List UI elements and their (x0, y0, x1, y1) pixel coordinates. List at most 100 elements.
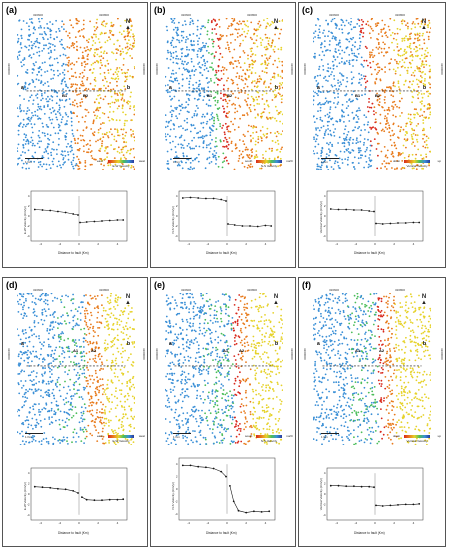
velocity-point (242, 156, 245, 158)
velocity-point (48, 345, 50, 348)
velocity-point (249, 134, 252, 137)
velocity-point (17, 34, 19, 36)
velocity-point (423, 129, 425, 131)
velocity-point (86, 143, 89, 145)
velocity-point (338, 85, 341, 87)
velocity-point (48, 389, 50, 392)
velocity-point (82, 145, 85, 147)
velocity-point (321, 85, 324, 88)
velocity-point (214, 20, 217, 22)
velocity-point (108, 400, 111, 403)
velocity-point (322, 65, 324, 67)
velocity-point (280, 83, 283, 86)
velocity-point (427, 107, 429, 109)
velocity-point (387, 106, 390, 109)
velocity-point (368, 157, 370, 159)
velocity-point (97, 109, 100, 112)
velocity-point (360, 154, 362, 157)
velocity-point (36, 115, 39, 117)
fault-label-2: B2 (227, 93, 233, 98)
velocity-point (190, 123, 193, 126)
velocity-point (213, 122, 215, 125)
velocity-point (86, 58, 89, 60)
velocity-point (58, 418, 61, 421)
velocity-point (107, 135, 109, 137)
velocity-point (104, 95, 107, 98)
velocity-point (415, 78, 418, 81)
velocity-point (59, 54, 62, 57)
velocity-point (87, 53, 90, 56)
velocity-point (46, 328, 49, 330)
velocity-point (49, 367, 51, 370)
velocity-point (65, 83, 67, 86)
velocity-point (121, 48, 124, 50)
velocity-point (185, 36, 188, 38)
velocity-point (407, 25, 409, 28)
velocity-point (176, 62, 179, 65)
legend-colorbar (404, 160, 430, 163)
velocity-point (392, 122, 395, 125)
velocity-point (376, 24, 379, 27)
velocity-point (27, 49, 30, 51)
velocity-point (71, 409, 73, 411)
velocity-point (182, 127, 184, 130)
velocity-point (375, 63, 378, 66)
velocity-point (107, 419, 110, 422)
velocity-point (324, 75, 327, 78)
velocity-point (114, 299, 117, 302)
velocity-point (39, 163, 42, 166)
velocity-point (20, 351, 23, 353)
y-tick-label: -4 (27, 513, 30, 517)
velocity-point (41, 93, 43, 95)
velocity-point (30, 371, 33, 373)
velocity-point (368, 163, 370, 166)
velocity-point (182, 293, 184, 296)
coord-left: 3260000 (7, 348, 11, 360)
velocity-point (227, 77, 229, 80)
velocity-point (172, 56, 175, 59)
velocity-point (374, 118, 377, 121)
velocity-point (251, 151, 253, 154)
velocity-point (32, 370, 35, 372)
velocity-point (205, 347, 207, 350)
velocity-point (318, 129, 321, 132)
velocity-point (75, 91, 77, 93)
velocity-point (186, 117, 188, 120)
velocity-point (426, 47, 428, 50)
velocity-point (81, 352, 83, 354)
velocity-point (84, 307, 87, 310)
y-tick-label: 2 (28, 482, 30, 486)
velocity-point (365, 116, 368, 118)
fault-label-2: B2 (375, 93, 381, 98)
velocity-point (107, 164, 110, 167)
velocity-point (169, 141, 172, 144)
velocity-point (321, 146, 324, 149)
velocity-point (49, 28, 52, 31)
velocity-point (18, 362, 20, 365)
velocity-point (83, 310, 86, 312)
velocity-point (78, 389, 80, 391)
velocity-point (243, 165, 246, 168)
velocity-point (173, 307, 176, 310)
velocity-point (18, 106, 21, 108)
velocity-point (72, 156, 75, 159)
velocity-point (192, 33, 195, 35)
velocity-point (219, 79, 221, 82)
velocity-point (409, 42, 412, 45)
velocity-point (404, 66, 406, 69)
velocity-point (61, 360, 64, 363)
velocity-point (193, 365, 196, 368)
velocity-point (79, 46, 82, 49)
velocity-point (128, 430, 131, 432)
velocity-point (178, 104, 181, 107)
velocity-point (416, 138, 418, 141)
velocity-point (103, 32, 106, 35)
velocity-point (28, 167, 30, 170)
velocity-point (41, 343, 43, 345)
velocity-point (62, 23, 65, 26)
velocity-point (108, 421, 110, 423)
velocity-point (377, 96, 379, 98)
velocity-point (188, 111, 190, 114)
velocity-point (132, 361, 134, 363)
